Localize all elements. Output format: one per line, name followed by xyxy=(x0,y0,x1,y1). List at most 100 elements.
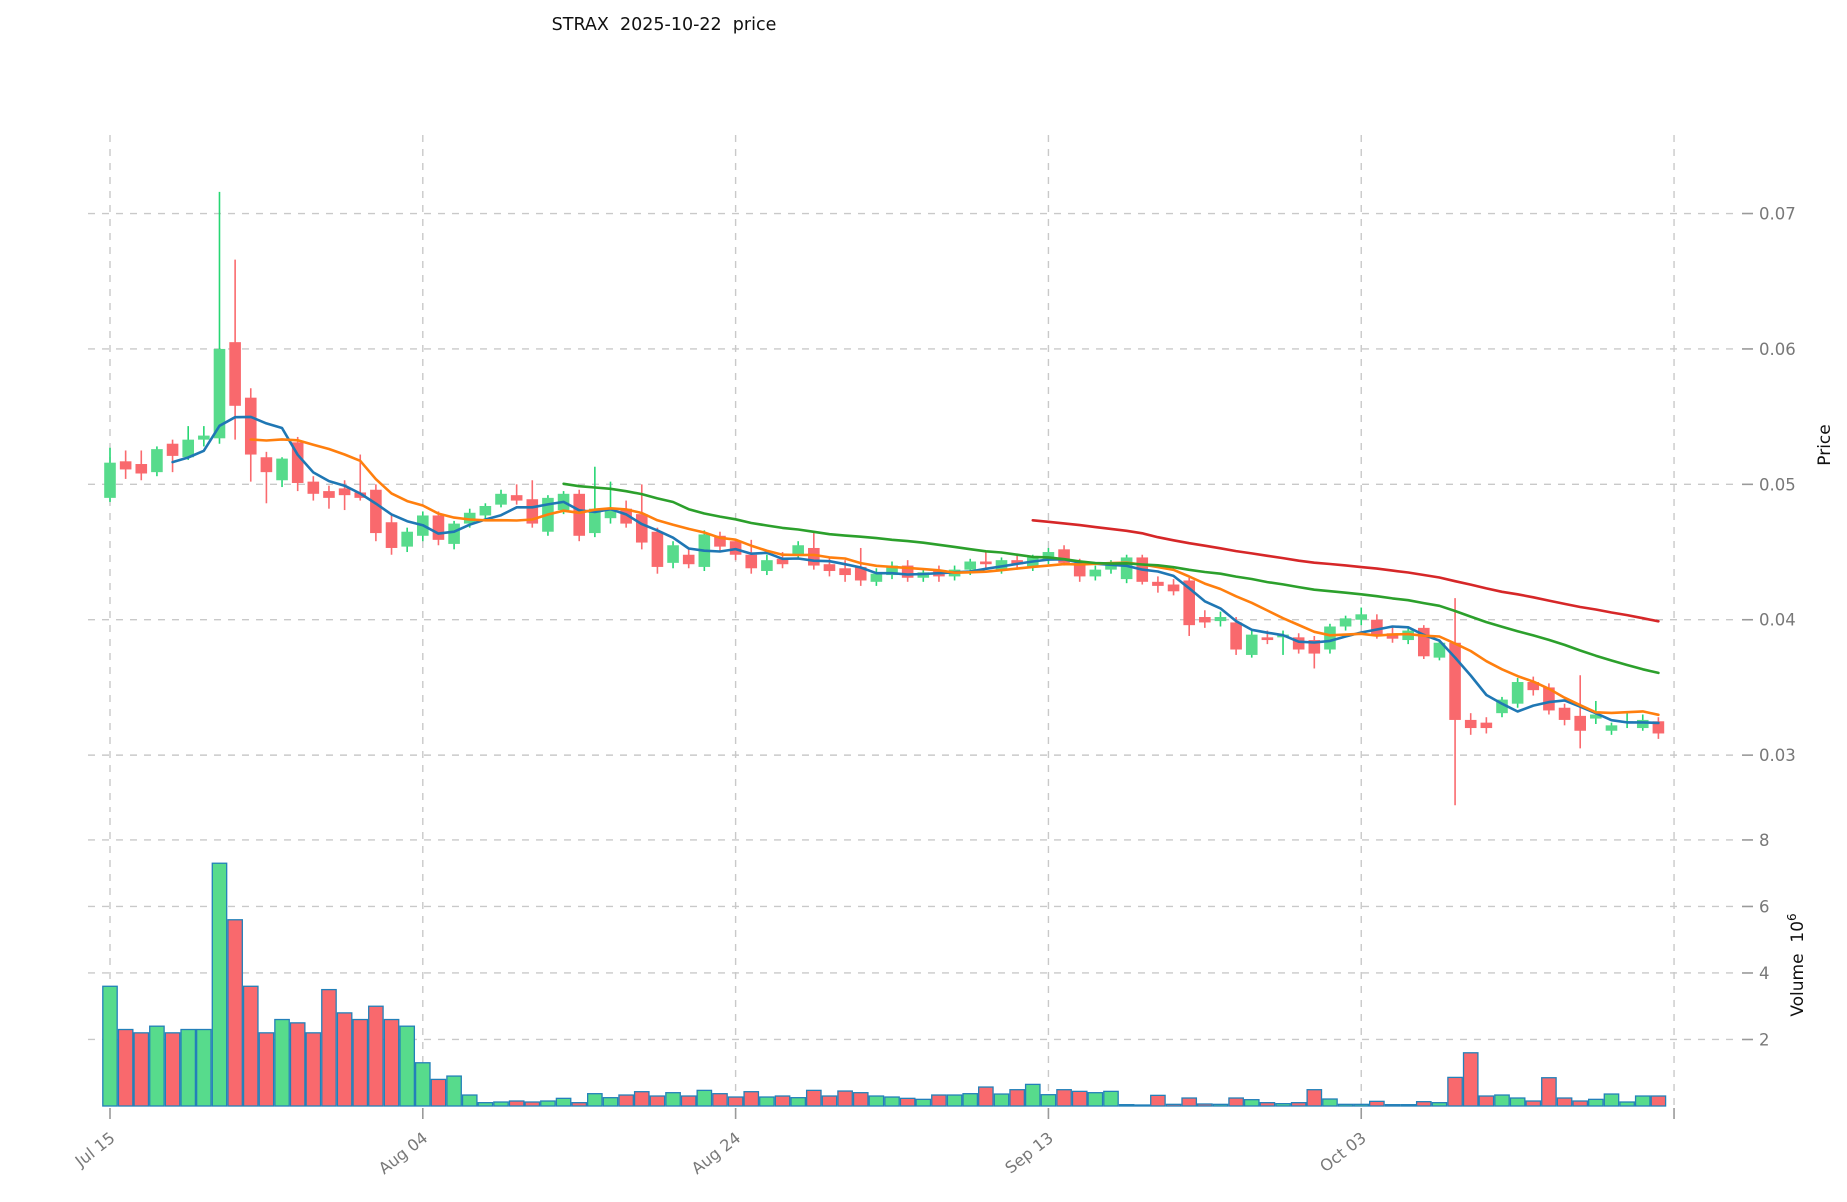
volume-bar xyxy=(1587,1098,1604,1107)
volume-axis-label: Volume 106 xyxy=(1785,913,1808,1016)
price-tick-label: 0.05 xyxy=(1759,475,1796,494)
volume-bar xyxy=(774,1095,791,1107)
volume-bar xyxy=(461,1094,478,1107)
candle-down xyxy=(980,561,992,565)
volume-bar xyxy=(1447,1076,1463,1107)
volume-bar xyxy=(336,1012,353,1107)
volume-bar xyxy=(289,1022,306,1107)
volume-bar xyxy=(383,1018,400,1107)
volume-bar xyxy=(1290,1102,1307,1107)
volume-bar xyxy=(352,1018,369,1107)
candle-up xyxy=(964,561,977,570)
candle-down xyxy=(1417,627,1430,657)
candle-up xyxy=(604,510,617,519)
volume-bar xyxy=(712,1093,728,1107)
volume-bar xyxy=(1415,1101,1432,1107)
candle-down xyxy=(808,547,820,566)
volume-tick-label: 2 xyxy=(1759,1030,1770,1049)
volume-bar xyxy=(1353,1103,1370,1107)
volume-bar xyxy=(133,1032,150,1107)
volume-bar xyxy=(1478,1095,1495,1107)
volume-bar xyxy=(805,1089,822,1107)
volume-bar xyxy=(790,1097,807,1107)
volume-bar xyxy=(1259,1102,1276,1107)
volume-bar xyxy=(1603,1093,1620,1107)
volume-bar xyxy=(1196,1103,1213,1107)
chart-title: STRAX 2025-10-22 price xyxy=(552,15,777,35)
volume-bar xyxy=(1650,1095,1667,1107)
volume-bar xyxy=(102,985,118,1107)
volume-bar xyxy=(1369,1100,1385,1107)
candle-down xyxy=(260,457,273,473)
volume-bar xyxy=(1431,1102,1448,1107)
candle-up xyxy=(1089,569,1102,577)
volume-bar xyxy=(149,1025,165,1107)
price-tick-label: 0.04 xyxy=(1759,611,1796,630)
candle-down xyxy=(119,461,132,470)
volume-bar xyxy=(1400,1104,1417,1107)
candle-down xyxy=(338,488,351,496)
moving-average-layer xyxy=(171,415,1660,725)
candle-up xyxy=(589,508,601,534)
candle-up xyxy=(1120,557,1133,580)
candle-down xyxy=(682,554,695,565)
candle-up xyxy=(1511,682,1524,704)
volume-bar xyxy=(1525,1100,1542,1107)
candle-down xyxy=(1449,642,1461,720)
volume-bar xyxy=(195,1028,212,1107)
candle-up xyxy=(1605,725,1618,731)
volume-bar xyxy=(258,1032,275,1107)
volume-bar xyxy=(884,1096,900,1107)
candle-up xyxy=(1590,714,1602,719)
volume-bar xyxy=(540,1100,556,1107)
candle-down xyxy=(1167,584,1180,592)
candle-down xyxy=(651,531,664,567)
candle-down xyxy=(354,492,367,498)
candle-down xyxy=(370,489,382,534)
volume-bar xyxy=(743,1091,760,1107)
candle-up xyxy=(1355,614,1368,620)
volume-bar xyxy=(399,1025,416,1107)
candle-up xyxy=(1324,626,1336,650)
candle-up xyxy=(870,573,883,582)
candle-down xyxy=(1308,640,1321,654)
candle-down xyxy=(1464,719,1477,729)
candle-up xyxy=(276,458,288,481)
volume-tick-label: 4 xyxy=(1759,964,1770,983)
volume-bar xyxy=(180,1028,197,1107)
volume-bar xyxy=(727,1096,744,1107)
volume-bar xyxy=(1619,1101,1635,1107)
volume-tick-label: 6 xyxy=(1759,897,1770,916)
candle-up xyxy=(448,523,460,544)
volume-bar xyxy=(649,1095,666,1107)
candle-down xyxy=(432,515,445,540)
candle-down xyxy=(573,493,586,536)
volume-bar xyxy=(1134,1104,1151,1107)
price-axis-label: Price xyxy=(1815,424,1835,465)
volume-bar xyxy=(477,1102,494,1107)
volume-bar xyxy=(446,1075,462,1107)
volume-bar xyxy=(211,862,228,1107)
candle-down xyxy=(1558,707,1571,720)
candle-down xyxy=(291,442,304,483)
volume-bar xyxy=(633,1091,650,1107)
candle-down xyxy=(854,566,867,581)
volume-tick-label: 8 xyxy=(1759,831,1770,850)
volume-bar xyxy=(508,1100,525,1107)
volume-bar xyxy=(1165,1103,1182,1107)
candle-down xyxy=(526,499,539,524)
volume-bar xyxy=(1634,1095,1651,1107)
candle-down xyxy=(714,535,726,547)
volume-bar xyxy=(1275,1103,1291,1107)
volume-bar xyxy=(1243,1099,1260,1107)
volume-bar xyxy=(524,1101,541,1107)
volume-bar xyxy=(1150,1094,1166,1107)
candle-up xyxy=(495,493,507,505)
candle-up xyxy=(1245,634,1258,655)
volume-bar xyxy=(1462,1052,1479,1107)
volume-bar xyxy=(1071,1090,1088,1107)
candle-down xyxy=(1371,619,1383,635)
volume-bar xyxy=(1103,1090,1119,1107)
volume-bar xyxy=(493,1101,509,1107)
